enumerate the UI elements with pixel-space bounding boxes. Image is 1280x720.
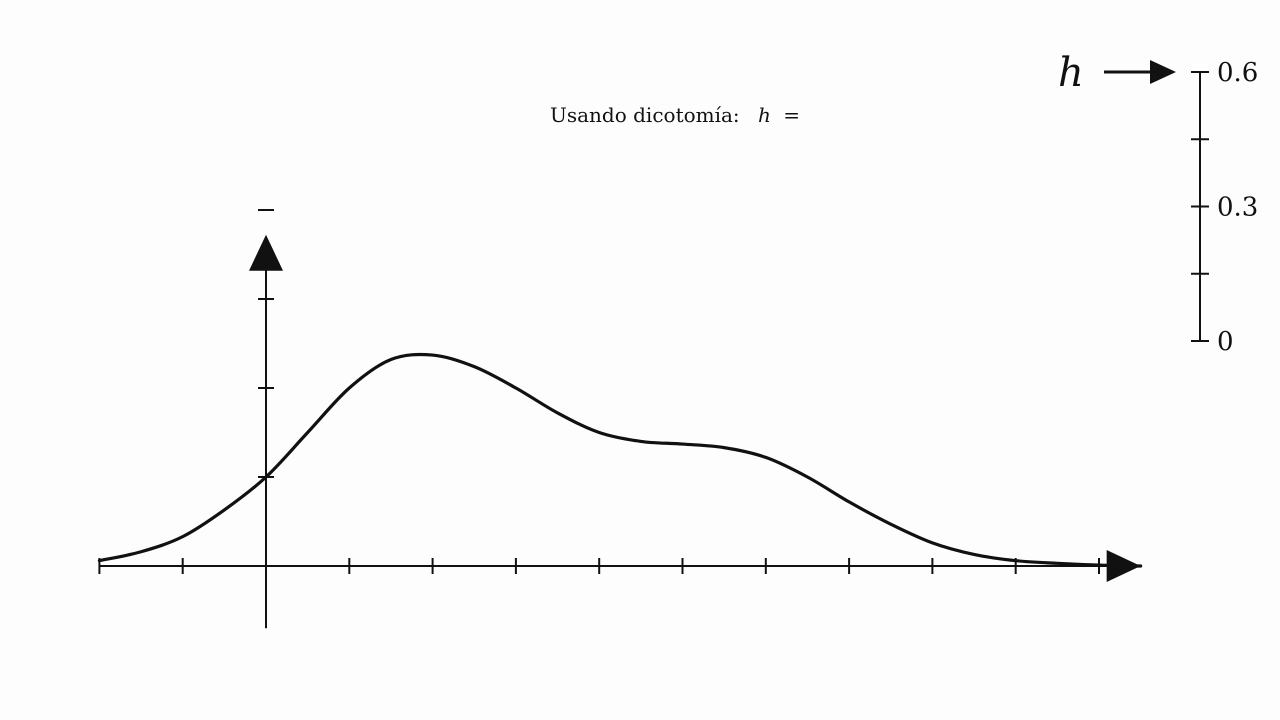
- gauge-pointer-head: [1150, 60, 1176, 84]
- gauge-tick-label: 0.3: [1217, 193, 1258, 223]
- caption-prefix: Usando dicotomía:: [550, 103, 740, 127]
- function-curve: [97, 352, 1143, 568]
- y-axis-arrow: [249, 234, 283, 271]
- caption-var: h: [758, 103, 771, 127]
- gauge-tick-label: 0.6: [1217, 58, 1258, 88]
- h-gauge: 0 0.3 0.6 h: [1058, 50, 1258, 357]
- gauge-label: h: [1058, 50, 1084, 96]
- axes: [99, 234, 1141, 629]
- gauge-tick-label: 0: [1217, 327, 1234, 357]
- caption: Usando dicotomía: h =: [550, 103, 800, 127]
- curve-layer: [97, 352, 1143, 568]
- caption-eq: =: [783, 103, 800, 127]
- axis-ticks: [98, 209, 1100, 574]
